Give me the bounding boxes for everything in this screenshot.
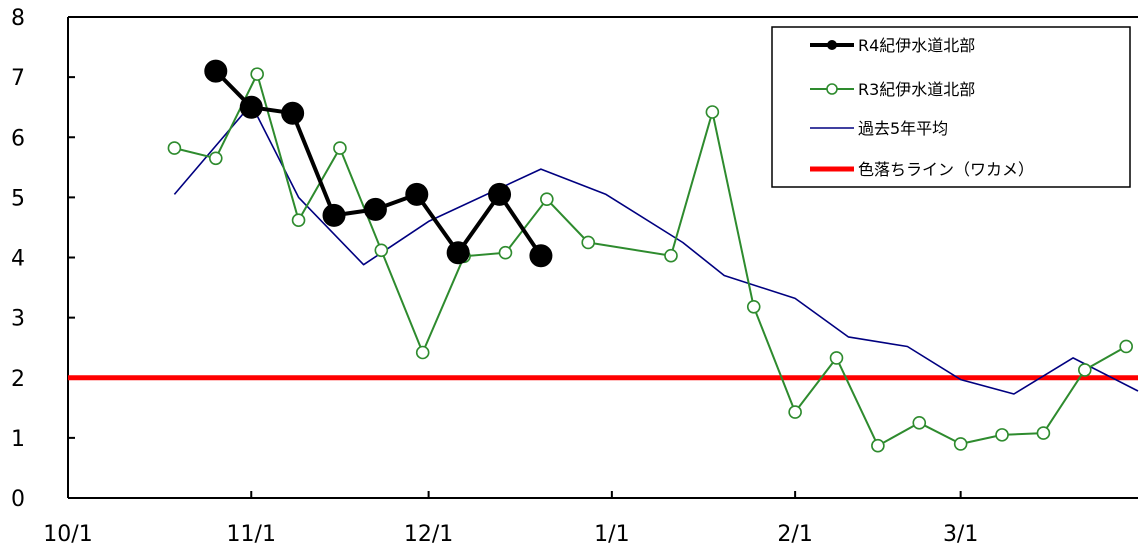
x-tick-label: 11/1 <box>227 522 276 547</box>
legend-label: R3紀伊水道北部 <box>858 80 975 99</box>
x-tick-label: 3/1 <box>943 522 978 547</box>
data-point <box>405 182 429 206</box>
data-point <box>208 151 223 166</box>
legend-box <box>771 26 1131 188</box>
legend-item-3: 過去5年平均 <box>810 119 948 138</box>
data-point <box>291 213 306 228</box>
data-point <box>167 141 182 155</box>
series-line <box>173 103 1139 395</box>
data-point <box>529 244 553 268</box>
y-tick-label: 1 <box>11 427 25 452</box>
legend-marker <box>827 40 837 50</box>
data-point <box>250 67 264 81</box>
y-tick-label: 7 <box>11 66 25 91</box>
data-point <box>581 235 596 250</box>
data-point <box>540 192 554 206</box>
y-tick-label: 0 <box>11 487 25 512</box>
legend-item-2: R3紀伊水道北部 <box>810 80 975 99</box>
data-point <box>333 141 347 155</box>
x-tick-label: 2/1 <box>777 522 812 547</box>
data-point <box>1119 339 1133 354</box>
x-tick-label: 10/1 <box>43 522 92 547</box>
series-3 <box>173 103 1139 395</box>
y-tick-label: 4 <box>11 247 25 272</box>
legend-label: 過去5年平均 <box>858 119 948 138</box>
y-tick-label: 8 <box>11 6 25 31</box>
series-2 <box>167 67 1133 453</box>
legend-item-1: R4紀伊水道北部 <box>810 36 975 55</box>
legend-label: 色落ちライン（ワカメ） <box>858 160 1034 179</box>
data-point <box>746 300 761 314</box>
data-point <box>498 245 513 260</box>
axes: 0 1 2 3 4 5 6 7 8 10/1 11/1 12/1 1/1 2/1 3/1 <box>11 6 1138 547</box>
y-tick-label: 6 <box>11 126 25 151</box>
legend-item-4: 色落ちライン（ワカメ） <box>810 160 1034 179</box>
data-point <box>1077 363 1092 377</box>
y-tick-label: 2 <box>11 367 25 392</box>
x-tick-label: 12/1 <box>404 522 453 547</box>
data-point <box>415 345 430 360</box>
x-tick-label: 1/1 <box>594 522 629 547</box>
data-point <box>995 428 1009 442</box>
data-point <box>664 248 678 263</box>
data-point <box>239 95 263 119</box>
legend-marker <box>826 83 838 95</box>
data-point <box>374 243 389 258</box>
data-point <box>705 105 720 119</box>
series-layer <box>68 59 1139 453</box>
data-point <box>488 182 512 206</box>
data-point <box>322 203 346 227</box>
data-point <box>1036 426 1051 440</box>
data-point <box>281 101 305 125</box>
y-tick-label: 5 <box>11 186 25 211</box>
data-point <box>446 241 470 265</box>
y-tick-label: 3 <box>11 307 25 332</box>
data-point <box>204 59 228 83</box>
data-point <box>953 437 968 451</box>
data-point <box>788 405 802 419</box>
series-1 <box>204 59 553 268</box>
data-point <box>363 197 387 221</box>
data-point <box>871 438 885 453</box>
data-point <box>912 416 927 430</box>
legend-label: R4紀伊水道北部 <box>858 36 975 55</box>
data-point <box>829 351 844 365</box>
